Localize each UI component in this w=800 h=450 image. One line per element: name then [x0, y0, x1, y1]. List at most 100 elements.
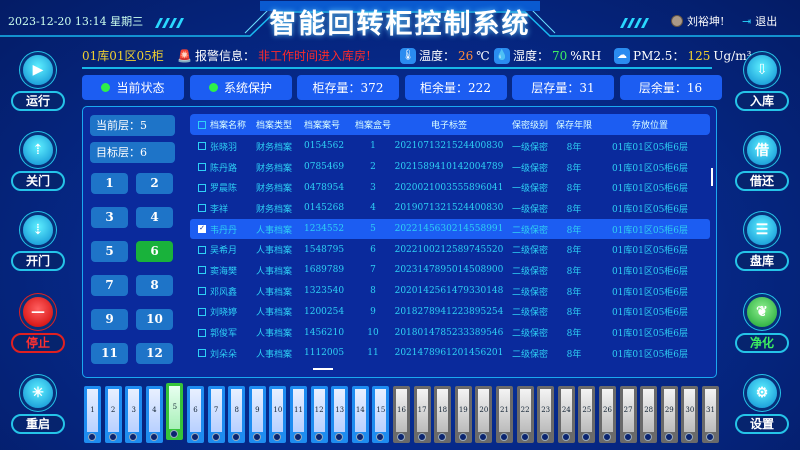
- table-row[interactable]: 陈丹路 财务档案 0785469 2 2021589410142004789 一级保密 8年…: [190, 157, 710, 178]
- row-checkbox[interactable]: [198, 204, 206, 213]
- floor-button-10[interactable]: 10: [136, 309, 173, 330]
- inventory-button[interactable]: ☰: [747, 215, 777, 245]
- button-label[interactable]: 开门: [11, 251, 65, 271]
- button-label[interactable]: 盘库: [735, 251, 789, 271]
- cabinet-binder-14[interactable]: 14: [351, 386, 369, 443]
- alarm-text: 非工作时间进入库房!: [257, 49, 371, 63]
- borrow-button[interactable]: 借: [747, 135, 777, 165]
- button-label[interactable]: 借还: [735, 171, 789, 191]
- button-label[interactable]: 净化: [735, 333, 789, 353]
- status-box[interactable]: 系统保护: [189, 75, 292, 100]
- cabinet-binder-18[interactable]: 18: [434, 386, 452, 443]
- button-label[interactable]: 重启: [11, 414, 65, 434]
- cabinet-binder-30[interactable]: 30: [681, 386, 699, 443]
- row-checkbox[interactable]: ✓: [198, 224, 206, 234]
- cabinet-binder-22[interactable]: 22: [516, 386, 534, 443]
- button-label[interactable]: 入库: [735, 91, 789, 111]
- cabinet-binder-16[interactable]: 16: [393, 386, 410, 443]
- scrollbar[interactable]: [711, 168, 713, 186]
- button-label[interactable]: 停止: [11, 333, 65, 353]
- cabinet-binder-27[interactable]: 27: [619, 386, 637, 443]
- binder-hole-icon: [314, 433, 323, 441]
- cabinet-binder-6[interactable]: 6: [187, 386, 204, 443]
- cabinet-binder-2[interactable]: 2: [104, 386, 122, 443]
- gear-button[interactable]: ⚙: [747, 378, 777, 408]
- row-checkbox[interactable]: [198, 266, 206, 275]
- cabinet-binder-25[interactable]: 25: [578, 386, 596, 443]
- cabinet-binder-23[interactable]: 23: [537, 386, 555, 443]
- floor-button-7[interactable]: 7: [91, 275, 128, 296]
- cabinet-binder-28[interactable]: 28: [640, 386, 658, 443]
- button-label[interactable]: 关门: [11, 171, 65, 191]
- row-checkbox[interactable]: [198, 142, 206, 151]
- row-checkbox[interactable]: [198, 328, 206, 337]
- cabinet-binder-4[interactable]: 4: [145, 386, 163, 443]
- cabinet-binder-7[interactable]: 7: [207, 386, 225, 443]
- cabinet-binder-17[interactable]: 17: [413, 386, 431, 443]
- table-row[interactable]: 张晓羽 财务档案 0154562 1 2021071321524400830 一级保密 8年…: [190, 136, 710, 157]
- floor-button-5[interactable]: 5: [91, 241, 128, 262]
- cabinet-binder-26[interactable]: 26: [599, 386, 616, 443]
- status-box[interactable]: 当前状态: [82, 75, 184, 100]
- cell-7: 01库01区05柜6层: [611, 287, 689, 298]
- status-dot: [101, 83, 111, 92]
- leaf-button[interactable]: ❦: [747, 297, 777, 327]
- arrow-down-button[interactable]: ⇣: [23, 215, 53, 245]
- play-button[interactable]: ▶: [23, 55, 53, 85]
- page-indicator[interactable]: [313, 368, 333, 370]
- row-checkbox[interactable]: [198, 163, 206, 172]
- floor-button-6[interactable]: 6: [136, 241, 173, 262]
- table-row[interactable]: 窦海樊 人事档案 1689789 7 2023147895014508900 二级保密 8年…: [190, 260, 710, 281]
- cabinet-binder-12[interactable]: 12: [310, 386, 328, 443]
- floor-button-11[interactable]: 11: [91, 343, 128, 364]
- floor-button-2[interactable]: 2: [136, 173, 173, 194]
- table-header: 档案名称 档案类型 档案案号 档案盒号 电子标签 保密级别 保存年限 存放位置: [190, 114, 710, 135]
- cabinet-binder-1[interactable]: 1: [84, 386, 101, 443]
- arrow-up-button[interactable]: ⇡: [23, 135, 53, 165]
- cabinet-binder-15[interactable]: 15: [372, 386, 390, 443]
- cell-1: 人事档案: [256, 308, 293, 319]
- floor-button-12[interactable]: 12: [136, 343, 173, 364]
- cabinet-binder-21[interactable]: 21: [496, 386, 513, 443]
- row-checkbox[interactable]: [198, 245, 206, 254]
- cell-name: 郭俊军: [190, 326, 256, 339]
- table-row[interactable]: 郭俊军 人事档案 1456210 10 2018014785233389546 二级保密 8…: [190, 322, 710, 343]
- table-row[interactable]: 邓风鑫 人事档案 1323540 8 2020142561479330148 二级保密 8年…: [190, 281, 710, 302]
- cabinet-binder-19[interactable]: 19: [454, 386, 472, 443]
- stop-button[interactable]: —: [23, 297, 53, 327]
- cabinet-binder-3[interactable]: 3: [125, 386, 143, 443]
- cabinet-binder-24[interactable]: 24: [557, 386, 575, 443]
- button-label[interactable]: 运行: [11, 91, 65, 111]
- row-checkbox[interactable]: [198, 287, 206, 296]
- cell-1: 人事档案: [256, 246, 293, 257]
- cabinet-binder-20[interactable]: 20: [475, 386, 493, 443]
- cabinet-binder-11[interactable]: 11: [290, 386, 307, 443]
- cabinet-binder-29[interactable]: 29: [660, 386, 678, 443]
- floor-button-1[interactable]: 1: [91, 173, 128, 194]
- table-row[interactable]: 罗晨陈 财务档案 0478954 3 2020021003555896041 一级保密 8年…: [190, 177, 710, 198]
- select-all-checkbox[interactable]: [198, 120, 206, 129]
- row-checkbox[interactable]: [198, 183, 206, 192]
- row-checkbox[interactable]: [198, 307, 206, 316]
- table-row[interactable]: ✓ 韦丹丹 人事档案 1234552 5 2022145630214558991 二级保密 8…: [190, 218, 710, 240]
- cabinet-binder-31[interactable]: 31: [702, 386, 719, 443]
- table-row[interactable]: 刘朵朵 人事档案 1112005 11 2021478961201456201 二级保密 8…: [190, 343, 710, 364]
- button-label[interactable]: 设置: [735, 414, 789, 434]
- cabinet-binder-9[interactable]: 9: [248, 386, 266, 443]
- table-row[interactable]: 吴希月 人事档案 1548795 6 2022100212589745520 二级保密 8年…: [190, 239, 710, 260]
- floor-button-4[interactable]: 4: [136, 207, 173, 228]
- floor-button-3[interactable]: 3: [91, 207, 128, 228]
- cabinet-binder-8[interactable]: 8: [228, 386, 246, 443]
- table-row[interactable]: 刘晓婷 人事档案 1200254 9 2018278941223895254 二级保密 8年…: [190, 302, 710, 323]
- floor-button-9[interactable]: 9: [91, 309, 128, 330]
- inbox-button[interactable]: ⇩: [747, 55, 777, 85]
- cabinet-binder-13[interactable]: 13: [331, 386, 349, 443]
- binder-label: 21: [499, 389, 510, 432]
- cabinet-binder-5[interactable]: 5: [166, 383, 184, 440]
- cabinet-binder-10[interactable]: 10: [269, 386, 287, 443]
- restart-button[interactable]: ✳: [23, 378, 53, 408]
- logout-button[interactable]: ⇥ 退出: [742, 13, 777, 29]
- floor-button-8[interactable]: 8: [136, 275, 173, 296]
- table-row[interactable]: 李祥 财务档案 0145268 4 2019071321524400830 一级保密 8年 0…: [190, 198, 710, 219]
- row-checkbox[interactable]: [198, 349, 206, 358]
